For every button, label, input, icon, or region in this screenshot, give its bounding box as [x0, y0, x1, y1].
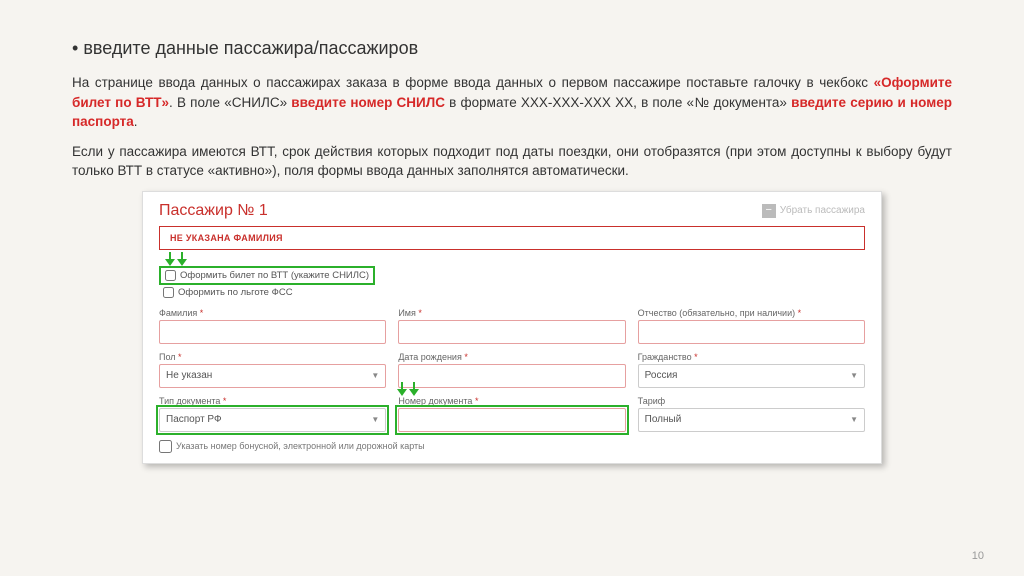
input-name[interactable] — [398, 320, 625, 344]
label-surname: Фамилия * — [159, 308, 386, 318]
checkbox-input[interactable] — [159, 440, 172, 453]
label-tariff: Тариф — [638, 396, 865, 406]
remove-passenger-button[interactable]: − Убрать пассажира — [762, 204, 865, 218]
minus-icon: − — [762, 204, 776, 218]
select-sex[interactable]: Не указан▼ — [159, 364, 386, 388]
select-doctype[interactable]: Паспорт РФ▼ — [159, 408, 386, 432]
chevron-down-icon: ▼ — [371, 371, 379, 380]
checkbox-input[interactable] — [165, 270, 176, 281]
text: . В поле «СНИЛС» — [169, 95, 291, 110]
checkbox-bonus-card[interactable]: Указать номер бонусной, электронной или … — [159, 440, 865, 453]
checkbox-label: Оформить по льготе ФСС — [178, 287, 293, 298]
text: в формате XXX-XXX-XXX XX, в поле «№ доку… — [445, 95, 791, 110]
select-tariff[interactable]: Полный▼ — [638, 408, 865, 432]
remove-label: Убрать пассажира — [780, 205, 865, 216]
label-dob: Дата рождения * — [398, 352, 625, 362]
checkbox-fss[interactable]: Оформить по льготе ФСС — [159, 285, 865, 300]
highlight-box — [395, 405, 628, 435]
checkbox-vtt[interactable]: Оформить билет по ВТТ (укажите СНИЛС) — [161, 268, 373, 283]
label-sex: Пол * — [159, 352, 386, 362]
highlight-box: Оформить билет по ВТТ (укажите СНИЛС) — [159, 266, 375, 285]
text: На странице ввода данных о пассажирах за… — [72, 75, 874, 90]
input-surname[interactable] — [159, 320, 386, 344]
select-citizenship[interactable]: Россия▼ — [638, 364, 865, 388]
checkbox-label: Оформить билет по ВТТ (укажите СНИЛС) — [180, 270, 369, 281]
chevron-down-icon: ▼ — [371, 415, 379, 424]
label-name: Имя * — [398, 308, 625, 318]
highlight-box: Паспорт РФ▼ — [156, 405, 389, 435]
label-citizenship: Гражданство * — [638, 352, 865, 362]
input-dob[interactable] — [398, 364, 625, 388]
form-title: Пассажир № 1 — [159, 202, 268, 220]
page-number: 10 — [972, 550, 984, 562]
input-docnum[interactable] — [398, 408, 625, 432]
checkbox-label: Указать номер бонусной, электронной или … — [176, 441, 425, 451]
chevron-down-icon: ▼ — [850, 415, 858, 424]
passenger-form-card: Пассажир № 1 − Убрать пассажира НЕ УКАЗА… — [142, 191, 882, 464]
checkbox-input[interactable] — [163, 287, 174, 298]
text: . — [134, 114, 138, 129]
section-heading: введите данные пассажира/пассажиров — [72, 38, 952, 59]
input-patronymic[interactable] — [638, 320, 865, 344]
label-patronymic: Отчество (обязательно, при наличии) * — [638, 308, 865, 318]
paragraph-1: На странице ввода данных о пассажирах за… — [72, 73, 952, 132]
paragraph-2: Если у пассажира имеются ВТТ, срок дейст… — [72, 142, 952, 181]
arrow-annotation — [159, 252, 865, 266]
highlight: введите номер СНИЛС — [291, 95, 445, 110]
chevron-down-icon: ▼ — [850, 371, 858, 380]
error-banner: НЕ УКАЗАНА ФАМИЛИЯ — [159, 226, 865, 250]
